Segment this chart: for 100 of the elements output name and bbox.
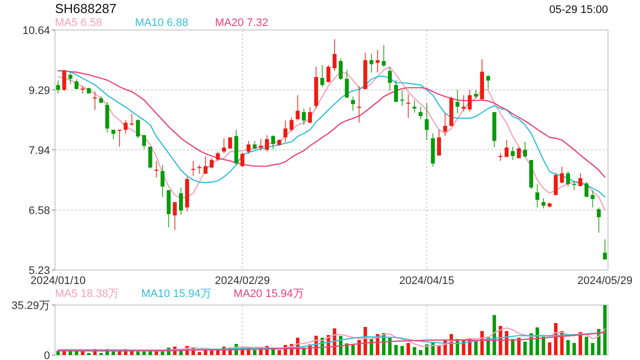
candlestick <box>412 100 416 114</box>
bar <box>418 350 422 355</box>
line-series <box>57 70 606 178</box>
y-tick-label: 9.29 <box>28 84 50 97</box>
candlestick <box>437 129 441 156</box>
bar <box>412 347 416 355</box>
candlestick <box>388 66 392 92</box>
x-tick-label: 2024/05/29 <box>577 275 632 287</box>
bar <box>345 343 349 355</box>
candlestick <box>172 202 177 231</box>
candlestick <box>424 102 429 141</box>
candlestick <box>455 89 460 114</box>
candlestick <box>400 89 404 106</box>
candlestick <box>523 141 528 158</box>
bar <box>406 342 410 355</box>
y-tick-label: 0 <box>44 350 50 360</box>
bar <box>511 338 514 355</box>
candlestick <box>382 44 386 68</box>
candlestick <box>222 138 226 154</box>
candlestick <box>308 106 312 124</box>
candlestick <box>265 134 269 152</box>
candlestick <box>344 69 349 99</box>
candlestick <box>326 64 330 84</box>
bar <box>271 349 275 355</box>
candlestick <box>204 156 208 174</box>
candlestick <box>590 190 595 208</box>
candlestick <box>290 116 294 132</box>
legend: MA5 18.38万 MA10 15.94万 MA20 15.94万 <box>55 288 304 300</box>
y-tick-label: 6.58 <box>28 205 50 218</box>
bar <box>572 342 576 355</box>
x-tick-label: 2024/01/10 <box>30 275 86 287</box>
candlestick <box>296 94 300 121</box>
bar <box>252 350 256 355</box>
candlestick <box>369 53 374 74</box>
bar <box>400 346 404 355</box>
candlestick <box>56 80 60 94</box>
y-tick-label: 7.94 <box>28 144 50 157</box>
candlestick <box>283 120 288 142</box>
candlestick <box>566 171 570 188</box>
candlestick <box>216 151 220 162</box>
bar <box>198 352 202 355</box>
bar <box>388 338 392 355</box>
text: 05-29 15:00 <box>549 4 608 16</box>
bar <box>112 352 116 355</box>
x-tick-label: 2024/04/15 <box>399 275 454 287</box>
candlestick <box>510 146 515 160</box>
bar <box>603 305 607 355</box>
candlestick <box>130 113 134 126</box>
bar <box>517 338 521 355</box>
candlestick <box>572 180 576 191</box>
candlestick <box>338 58 343 81</box>
candlestick <box>504 140 509 158</box>
candlestick <box>240 152 244 168</box>
candlestick <box>394 80 398 102</box>
candlestick <box>332 38 337 72</box>
candlestick <box>210 158 214 169</box>
candlestick <box>486 74 490 90</box>
candlestick <box>351 96 355 112</box>
candlestick <box>406 93 410 118</box>
bar <box>566 340 570 355</box>
bar <box>278 350 281 355</box>
candlestick <box>166 190 171 228</box>
candlestick <box>154 160 158 178</box>
candlestick <box>142 134 146 150</box>
x-tick-label: 2024/02/29 <box>214 275 270 287</box>
bar <box>142 352 146 355</box>
y-tick-label: 35.29万 <box>11 300 50 312</box>
candlestick <box>578 172 582 187</box>
candlestick <box>136 118 140 139</box>
candlestick <box>584 181 588 198</box>
candlestick <box>124 120 128 134</box>
legend: MA5 6.58 MA10 6.88 MA20 7.32 <box>55 17 268 29</box>
chart-title: SH688287 <box>55 1 116 16</box>
bar <box>474 340 478 355</box>
bar <box>56 351 60 355</box>
candlestick <box>468 89 472 112</box>
candlestick <box>462 94 466 112</box>
candlestick <box>68 71 72 85</box>
candlestick <box>118 129 122 148</box>
bar <box>136 352 140 355</box>
bar <box>523 342 527 355</box>
candlestick <box>160 164 164 198</box>
bar <box>536 327 540 355</box>
candlestick <box>357 85 362 124</box>
candlestick <box>535 183 540 208</box>
candlestick <box>302 108 306 126</box>
y-tick-label: 10.64 <box>22 25 50 37</box>
candlestick <box>560 166 564 184</box>
bar <box>578 332 582 355</box>
candlestick <box>271 134 276 150</box>
candlestick <box>443 112 448 137</box>
candlestick <box>148 146 152 169</box>
bar <box>548 342 552 355</box>
candlestick <box>602 238 607 260</box>
bar <box>590 342 594 355</box>
candlestick <box>376 49 380 74</box>
candlestick <box>246 140 251 154</box>
bar <box>357 340 361 355</box>
candlestick <box>92 91 97 110</box>
bar <box>210 350 214 355</box>
